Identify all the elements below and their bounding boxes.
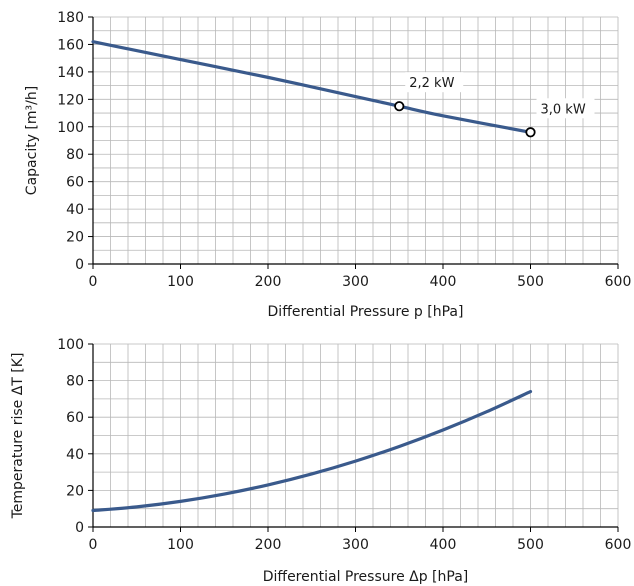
x-tick-label: 0 xyxy=(89,274,98,290)
y-tick-label: 40 xyxy=(66,447,84,463)
y-tick-label: 80 xyxy=(66,147,84,163)
x-tick-label: 0 xyxy=(89,537,98,553)
y-tick-label: 0 xyxy=(75,520,84,536)
x-tick-label: 200 xyxy=(255,274,282,290)
temperature-rise-chart: 0 100 200 300 400 500 600 0 20 40 60 80 100 Different… xyxy=(10,337,631,585)
annotation-marker xyxy=(394,101,405,112)
x-tick-label: 100 xyxy=(167,537,194,553)
y-tick-label: 140 xyxy=(57,65,84,81)
annotation-marker xyxy=(525,127,536,138)
y-axis-title: Temperature rise ΔT [K] xyxy=(10,353,26,520)
x-axis-title: Differential Pressure Δp [hPa] xyxy=(263,569,469,585)
y-tick-label: 20 xyxy=(66,483,84,499)
y-tick-label: 180 xyxy=(57,10,84,26)
x-axis-title: Differential Pressure p [hPa] xyxy=(268,304,464,320)
x-tick-label: 200 xyxy=(255,537,282,553)
annotation-label: 2,2 kW xyxy=(409,76,454,91)
x-tick-label: 400 xyxy=(430,274,457,290)
y-tick-label: 60 xyxy=(66,410,84,426)
x-tick-label: 300 xyxy=(342,274,369,290)
y-tick-label: 100 xyxy=(57,120,84,136)
y-tick-label: 80 xyxy=(66,374,84,390)
series-line xyxy=(91,40,533,134)
x-tick-label: 500 xyxy=(517,537,544,553)
y-axis-title: Capacity [m³/h] xyxy=(24,86,40,195)
series-line xyxy=(91,389,533,513)
x-tick-label: 600 xyxy=(605,537,632,553)
x-tick-label: 600 xyxy=(605,274,632,290)
y-tick-label: 100 xyxy=(57,337,84,353)
annotation-label: 3,0 kW xyxy=(541,102,586,117)
x-tick-label: 100 xyxy=(167,274,194,290)
y-tick-label: 120 xyxy=(57,92,84,108)
y-tick-label: 0 xyxy=(75,257,84,273)
x-tick-label: 300 xyxy=(342,537,369,553)
y-tick-label: 40 xyxy=(66,202,84,218)
y-tick-label: 60 xyxy=(66,175,84,191)
x-tick-label: 400 xyxy=(430,537,457,553)
annotation-label-bg xyxy=(536,98,595,119)
x-tick-label: 500 xyxy=(517,274,544,290)
y-tick-label: 20 xyxy=(66,230,84,246)
capacity-chart: 0 100 200 300 400 500 600 0 20 40 60 80 100 120 140 160… xyxy=(24,10,631,320)
annotation-label-bg xyxy=(405,72,464,93)
y-tick-label: 160 xyxy=(57,37,84,53)
